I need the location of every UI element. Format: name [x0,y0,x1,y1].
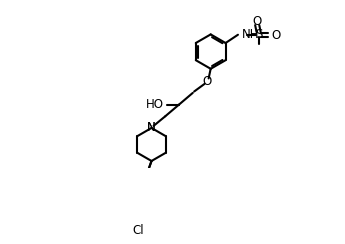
Text: O: O [253,15,262,28]
Text: N: N [147,122,156,134]
Text: S: S [255,28,262,41]
Text: HO: HO [146,98,164,111]
Text: N: N [147,122,156,134]
Text: Cl: Cl [132,224,144,237]
Text: NH: NH [242,28,259,41]
Text: O: O [272,29,281,42]
Text: O: O [202,75,211,88]
